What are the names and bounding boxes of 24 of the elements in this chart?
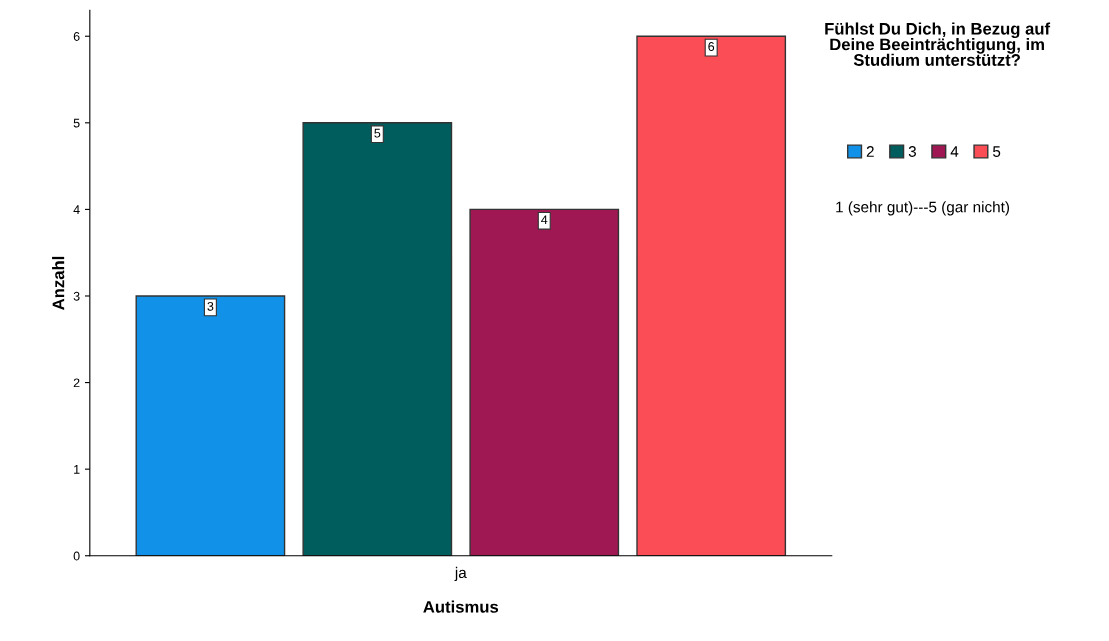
data-label: 4: [541, 215, 548, 225]
x-axis-title: Autismus: [423, 600, 499, 613]
y-tick-label: 1: [74, 465, 80, 474]
bar: [469, 208, 620, 556]
y-axis-title: Anzahl: [52, 256, 65, 310]
bar: [302, 122, 453, 556]
y-tick-label: 4: [73, 205, 80, 214]
y-tick-label: 2: [73, 378, 80, 388]
bar: [636, 35, 787, 556]
data-label: 5: [374, 128, 381, 138]
y-tick-label: 0: [73, 551, 80, 561]
x-tick-label: ja: [454, 566, 467, 582]
legend-label: 2: [866, 146, 874, 157]
y-tick-label: 6: [73, 32, 80, 41]
data-label: 3: [207, 301, 214, 311]
y-tick-label: 5: [73, 118, 80, 128]
legend-label: 4: [950, 146, 959, 157]
bar: [135, 295, 286, 556]
text: 1 (sehr gut)---5 (gar nicht): [836, 201, 1010, 216]
legend-label: 3: [908, 146, 916, 157]
y-tick-label: 3: [73, 291, 80, 301]
legend-label: 5: [992, 146, 1001, 157]
legend-title: Fühlst Du Dich, in Bezug auf Deine Beeinträchtigung, im Studium unterstützt?: [825, 22, 1051, 66]
data-label: 6: [708, 42, 715, 51]
